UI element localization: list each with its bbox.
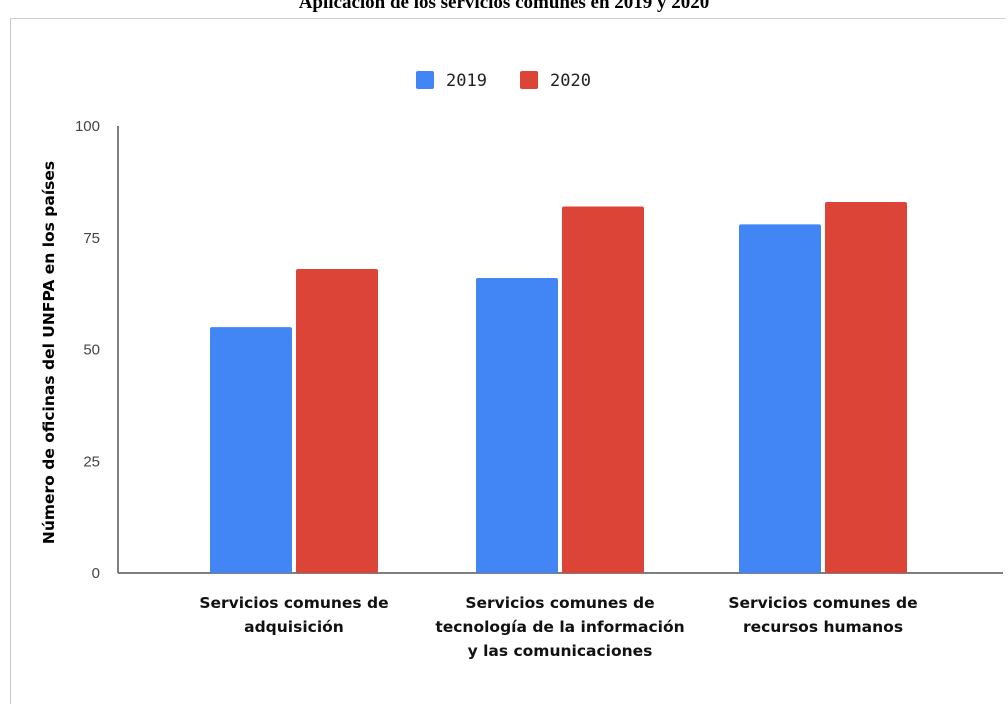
bar-2020-0 — [296, 269, 378, 573]
y-tick-label: 25 — [83, 453, 100, 470]
category-label-line: Servicios comunes de — [199, 594, 388, 612]
legend-label-2020: 2020 — [550, 71, 591, 91]
category-label-line: adquisición — [244, 618, 344, 636]
y-tick-label: 50 — [83, 342, 100, 359]
y-axis-title: Número de oficinas del UNFPA en los país… — [40, 161, 58, 544]
bar-2020-1 — [562, 206, 644, 573]
chart-frame — [10, 18, 1006, 704]
category-label: Servicios comunes de adquisición — [199, 594, 388, 636]
chart-title: Aplicación de los servicios comunes en 2… — [298, 0, 710, 13]
legend-swatch-2019 — [416, 71, 434, 89]
legend-label-2019: 2019 — [446, 71, 487, 91]
bar-2020-2 — [825, 201, 907, 574]
bar-2019-1 — [476, 277, 558, 573]
category-label-line: y las comunicaciones — [468, 642, 653, 660]
y-tick-label: 75 — [83, 230, 100, 247]
category-label-line: recursos humanos — [743, 618, 903, 636]
category-label: Servicios comunes de tecnología de la inf… — [435, 594, 684, 660]
category-label-line: tecnología de la información — [435, 618, 684, 636]
category-label-line: Servicios comunes de — [728, 594, 917, 612]
y-tick-label: 100 — [75, 118, 100, 135]
category-label-line: Servicios comunes de — [465, 594, 654, 612]
bar-2019-0 — [210, 327, 292, 573]
category-label: Servicios comunes de recursos humanos — [728, 594, 917, 636]
legend-swatch-2020 — [520, 71, 538, 89]
bar-2019-2 — [739, 224, 821, 573]
y-tick-label: 0 — [92, 565, 100, 582]
